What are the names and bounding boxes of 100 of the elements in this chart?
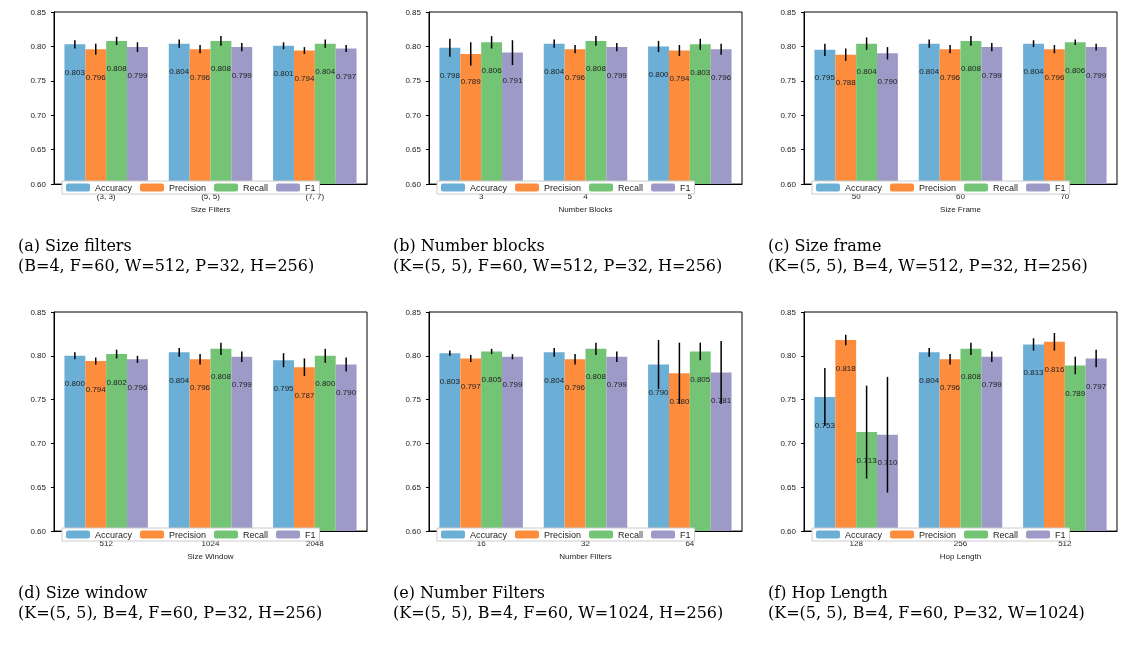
data-label: 0.796 [190, 72, 211, 82]
legend-label: F1 [305, 182, 316, 193]
x-tick-label: 256 [953, 538, 968, 548]
data-label: 0.799 [231, 380, 253, 390]
y-tick-label: 0.80 [30, 41, 47, 51]
text: (K=(5, 5), B=4, F=60, P=32, W=1024) [768, 603, 1086, 623]
data-label: 0.804 [919, 375, 940, 385]
data-label: 0.804 [544, 375, 565, 385]
x-tick-label: (3, 3) [96, 191, 116, 201]
data-label: 0.799 [127, 70, 149, 80]
y-tick-label: 0.75 [30, 76, 47, 86]
legend-label: Precision [544, 529, 582, 540]
legend-label: Precision [169, 182, 207, 193]
x-tick-label: 2048 [305, 538, 325, 548]
legend-label: Precision [919, 529, 957, 540]
data-label: 0.800 [64, 379, 86, 389]
data-label: 0.799 [502, 380, 524, 390]
y-tick-label: 0.65 [780, 145, 797, 155]
y-tick-label: 0.65 [30, 482, 47, 492]
data-label: 0.803 [439, 376, 461, 386]
text: (a) Size filters [18, 236, 133, 256]
data-label: 0.797 [336, 71, 357, 81]
legend-label: Accuracy [470, 182, 508, 193]
data-label: 0.804 [856, 67, 878, 77]
data-label: 0.799 [606, 70, 628, 80]
x-axis-title: Size Window [187, 551, 234, 561]
data-label: 0.806 [481, 65, 503, 75]
data-label: 0.797 [1086, 381, 1107, 391]
y-tick-label: 0.85 [30, 7, 47, 17]
x-tick-label: 5 [687, 191, 693, 201]
y-tick-label: 0.70 [30, 438, 47, 448]
legend-label: Accuracy [845, 182, 883, 193]
legend-label: F1 [680, 529, 691, 540]
y-tick-label: 0.75 [405, 395, 422, 405]
data-label: 0.808 [210, 372, 232, 382]
data-label: 0.795 [814, 73, 836, 83]
text: (B=4, F=60, W=512, P=32, H=256) [18, 256, 316, 276]
y-tick-label: 0.80 [780, 41, 797, 51]
data-label: 0.796 [127, 382, 149, 392]
x-tick-label: 60 [956, 191, 966, 201]
data-label: 0.803 [690, 67, 711, 77]
y-tick-label: 0.70 [405, 438, 422, 448]
data-label: 0.796 [565, 382, 586, 392]
data-label: 0.801 [273, 69, 295, 79]
x-tick-label: (7, 7) [305, 191, 325, 201]
data-label: 0.796 [940, 72, 961, 82]
data-label: 0.788 [835, 78, 857, 88]
text: (K=(5, 5), B=4, F=60, W=1024, H=256) [393, 603, 725, 623]
legend-label: Precision [919, 182, 957, 193]
legend-label: Recall [618, 182, 644, 193]
data-label: 0.796 [190, 382, 211, 392]
data-label: 0.804 [1023, 67, 1045, 77]
data-label: 0.789 [1065, 388, 1086, 398]
y-tick-label: 0.65 [405, 482, 422, 492]
legend-label: Accuracy [95, 529, 133, 540]
y-tick-label: 0.75 [780, 395, 797, 405]
x-tick-label: 512 [99, 538, 114, 548]
y-tick-label: 0.60 [780, 179, 797, 189]
legend-label: F1 [1055, 182, 1066, 193]
text: (K=(5, 5), B=4, F=60, P=32, H=256) [18, 603, 324, 623]
data-label: 0.790 [877, 76, 899, 86]
legend-label: Accuracy [845, 529, 883, 540]
data-label: 0.813 [1023, 367, 1045, 377]
data-label: 0.790 [648, 388, 670, 398]
legend-label: Precision [169, 529, 207, 540]
y-tick-label: 0.60 [30, 179, 47, 189]
x-axis-title: Size Filters [190, 204, 231, 214]
y-tick-label: 0.70 [780, 438, 797, 448]
y-tick-label: 0.65 [780, 482, 797, 492]
y-tick-label: 0.70 [30, 110, 47, 120]
data-label: 0.796 [711, 72, 732, 82]
y-tick-label: 0.85 [780, 7, 797, 17]
data-label: 0.805 [690, 374, 711, 384]
x-tick-label: 4 [583, 191, 589, 201]
data-label: 0.808 [585, 64, 607, 74]
data-label: 0.806 [1065, 65, 1086, 75]
x-tick-label: 32 [581, 538, 591, 548]
data-label: 0.796 [565, 72, 586, 82]
y-tick-label: 0.60 [405, 179, 422, 189]
x-tick-label: 128 [849, 538, 864, 548]
data-label: 0.794 [669, 74, 690, 84]
data-label: 0.796 [1044, 72, 1065, 82]
data-label: 0.799 [1086, 70, 1107, 80]
data-label: 0.808 [210, 64, 232, 74]
legend-label: Recall [243, 529, 269, 540]
y-tick-label: 0.80 [405, 41, 422, 51]
x-axis-title: Number Filters [559, 551, 612, 561]
y-tick-label: 0.70 [780, 110, 797, 120]
y-tick-label: 0.85 [405, 7, 422, 17]
legend-label: F1 [305, 529, 316, 540]
data-label: 0.802 [106, 377, 128, 387]
data-label: 0.799 [981, 70, 1003, 80]
data-label: 0.794 [85, 384, 107, 394]
y-tick-label: 0.85 [405, 307, 422, 317]
y-tick-label: 0.65 [405, 145, 422, 155]
legend-label: F1 [680, 182, 691, 193]
y-tick-label: 0.75 [780, 76, 797, 86]
x-tick-label: 3 [478, 191, 484, 201]
data-label: 0.804 [315, 67, 336, 77]
data-label: 0.804 [169, 67, 190, 77]
